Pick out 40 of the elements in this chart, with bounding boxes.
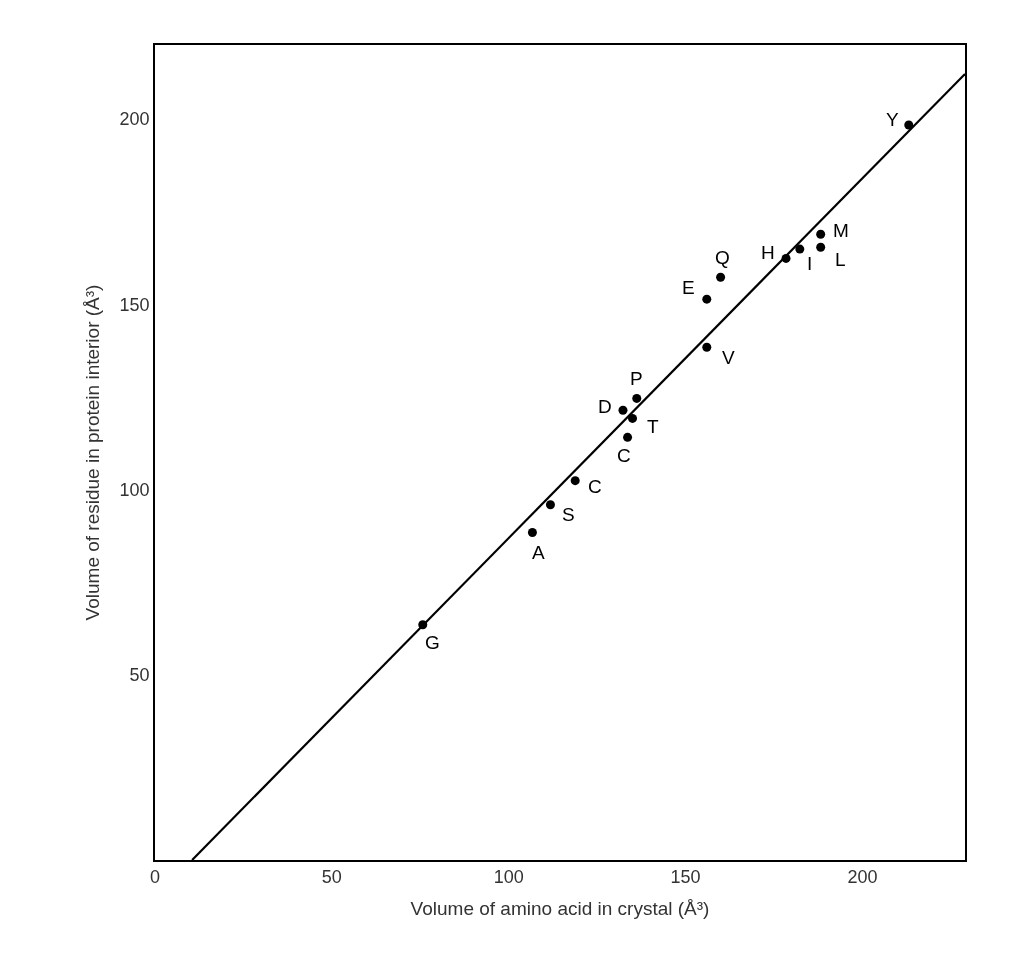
point: [618, 405, 628, 415]
annotation: S: [562, 504, 575, 525]
annotation: Y: [886, 109, 899, 130]
x-tick-label: 100: [493, 867, 524, 888]
point: [527, 528, 537, 538]
annotation: I: [807, 253, 813, 274]
annotation: C: [617, 445, 631, 466]
annotation: M: [833, 220, 849, 241]
point: [716, 272, 726, 282]
y-tick-label: 150: [119, 294, 150, 315]
point: [816, 229, 826, 239]
point: [816, 242, 826, 252]
annotation: T: [647, 416, 659, 437]
y-axis-title: Volume of residue in protein interior (Å³): [81, 284, 103, 621]
point: [632, 393, 642, 403]
annotation: Q: [715, 247, 730, 268]
annotation: C: [588, 476, 602, 497]
point: [702, 342, 712, 352]
annotation: G: [425, 632, 440, 653]
y-tick-label: 50: [129, 665, 150, 686]
x-tick-label: 50: [321, 867, 342, 888]
point: [545, 500, 555, 510]
point: [702, 294, 712, 304]
y-tick-label: 200: [119, 109, 150, 130]
point: [628, 413, 638, 423]
x-tick-label: 150: [670, 867, 701, 888]
x-tick-label: 200: [847, 867, 878, 888]
point: [570, 476, 580, 486]
annotation: V: [722, 347, 735, 368]
point: [795, 244, 805, 254]
annotation: E: [682, 277, 695, 298]
annotation: A: [532, 542, 545, 563]
x-tick-label: 0: [149, 867, 161, 888]
annotation: L: [835, 249, 846, 270]
y-tick-label: 100: [119, 479, 150, 500]
annotation: D: [598, 396, 612, 417]
point: [623, 432, 633, 442]
x-axis-title: Volume of amino acid in crystal (Å³): [410, 897, 710, 919]
annotation: P: [630, 368, 643, 389]
annotation: H: [761, 242, 775, 263]
